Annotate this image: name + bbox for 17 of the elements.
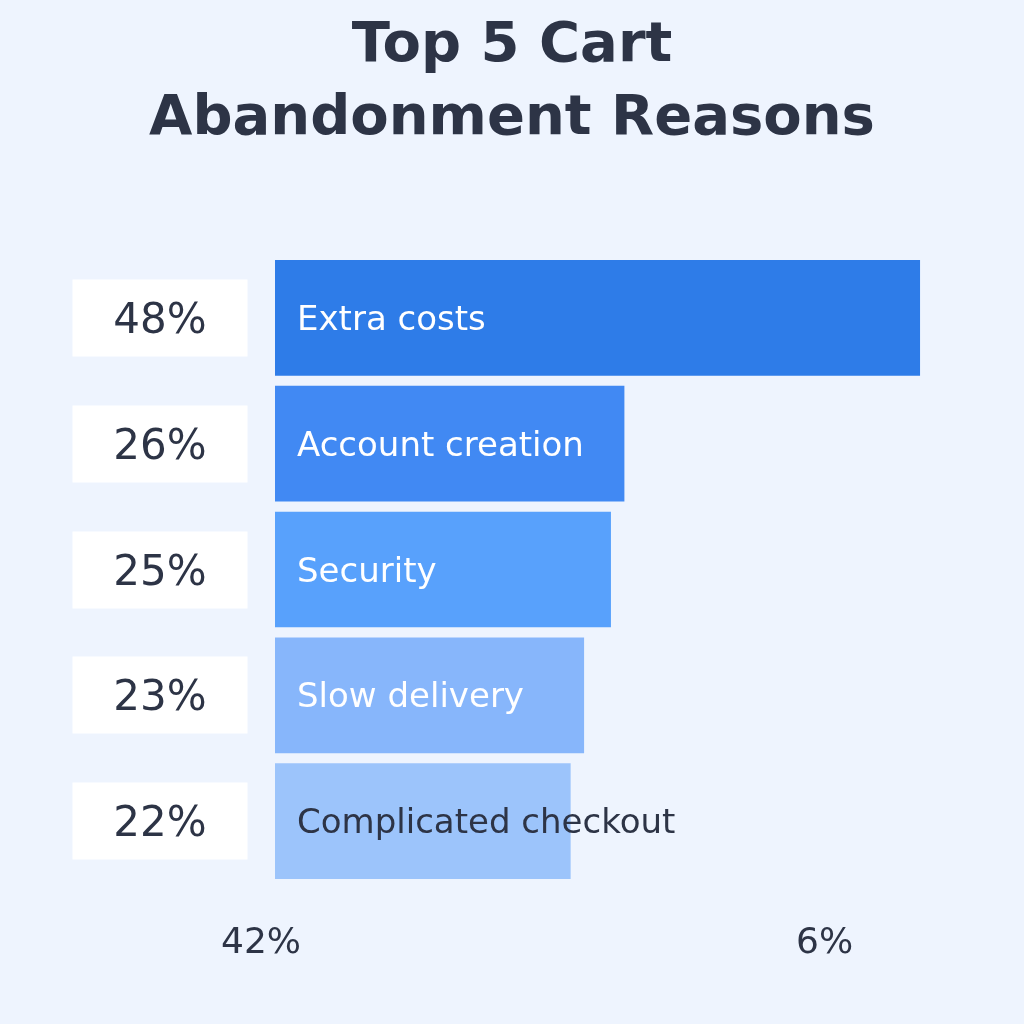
data-label: 25% [113, 545, 207, 595]
text: 42% [221, 920, 302, 961]
bar [275, 385, 625, 502]
data-label: 23% [113, 670, 207, 720]
y-tick-label: Security [297, 550, 437, 590]
bar [275, 511, 611, 628]
data-label: 22% [113, 796, 207, 846]
bar [275, 637, 585, 754]
data-label: 26% [113, 419, 207, 469]
text: 6% [796, 920, 854, 961]
y-tick-label: Complicated checkout [297, 801, 676, 841]
y-tick-label: Slow delivery [297, 675, 524, 715]
data-label: 48% [113, 293, 207, 343]
chart-title: Top 5 Cart Abandonment Reasons [149, 9, 875, 148]
y-tick-label: Account creation [297, 424, 584, 464]
y-tick-label: Extra costs [297, 298, 486, 338]
bar [275, 260, 921, 376]
